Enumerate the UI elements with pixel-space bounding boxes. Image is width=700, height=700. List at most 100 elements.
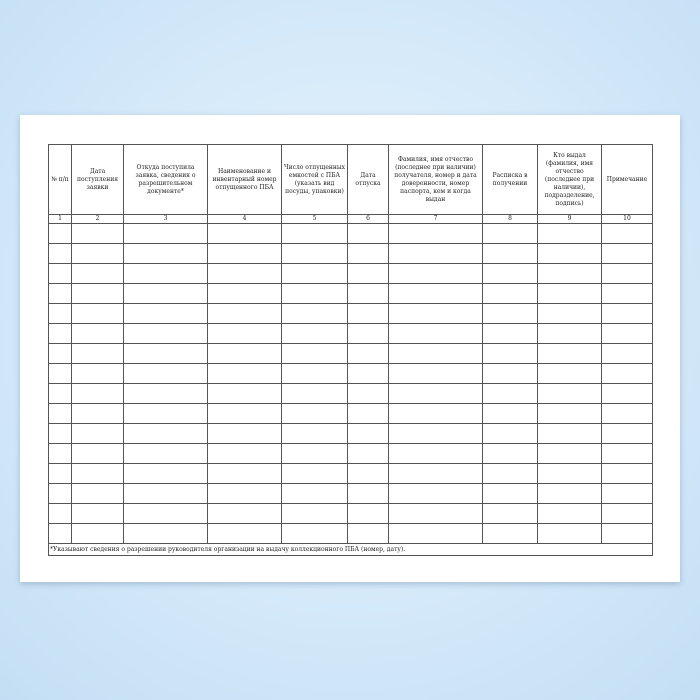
table-cell[interactable]: [537, 483, 602, 504]
table-cell[interactable]: [281, 483, 348, 504]
table-cell[interactable]: [537, 243, 602, 264]
table-cell[interactable]: [347, 503, 389, 524]
table-cell[interactable]: [48, 443, 72, 464]
table-cell[interactable]: [601, 343, 653, 364]
table-cell[interactable]: [207, 523, 282, 544]
table-cell[interactable]: [601, 483, 653, 504]
table-cell[interactable]: [71, 443, 124, 464]
table-cell[interactable]: [71, 483, 124, 504]
table-cell[interactable]: [71, 403, 124, 424]
table-cell[interactable]: [123, 283, 208, 304]
table-cell[interactable]: [537, 223, 602, 244]
table-cell[interactable]: [388, 323, 483, 344]
table-cell[interactable]: [123, 343, 208, 364]
table-cell[interactable]: [48, 303, 72, 324]
table-cell[interactable]: [347, 363, 389, 384]
table-cell[interactable]: [537, 303, 602, 324]
table-cell[interactable]: [601, 423, 653, 444]
table-cell[interactable]: [48, 463, 72, 484]
table-cell[interactable]: [482, 223, 538, 244]
table-cell[interactable]: [347, 263, 389, 284]
table-cell[interactable]: [388, 383, 483, 404]
table-cell[interactable]: [347, 403, 389, 424]
table-cell[interactable]: [281, 503, 348, 524]
table-cell[interactable]: [207, 483, 282, 504]
table-cell[interactable]: [388, 423, 483, 444]
table-cell[interactable]: [537, 263, 602, 284]
table-cell[interactable]: [537, 283, 602, 304]
table-cell[interactable]: [123, 463, 208, 484]
table-cell[interactable]: [601, 243, 653, 264]
table-cell[interactable]: [601, 283, 653, 304]
table-cell[interactable]: [123, 523, 208, 544]
table-cell[interactable]: [482, 383, 538, 404]
table-cell[interactable]: [388, 503, 483, 524]
table-cell[interactable]: [347, 383, 389, 404]
table-cell[interactable]: [71, 523, 124, 544]
table-cell[interactable]: [281, 423, 348, 444]
table-cell[interactable]: [48, 243, 72, 264]
table-cell[interactable]: [281, 343, 348, 364]
table-cell[interactable]: [207, 443, 282, 464]
table-cell[interactable]: [482, 523, 538, 544]
table-cell[interactable]: [482, 483, 538, 504]
table-cell[interactable]: [207, 503, 282, 524]
table-cell[interactable]: [71, 503, 124, 524]
table-cell[interactable]: [207, 343, 282, 364]
table-cell[interactable]: [347, 323, 389, 344]
table-cell[interactable]: [388, 303, 483, 324]
table-cell[interactable]: [281, 243, 348, 264]
table-cell[interactable]: [537, 443, 602, 464]
table-cell[interactable]: [281, 323, 348, 344]
table-cell[interactable]: [281, 363, 348, 384]
table-cell[interactable]: [601, 223, 653, 244]
table-cell[interactable]: [71, 463, 124, 484]
table-cell[interactable]: [601, 363, 653, 384]
table-cell[interactable]: [537, 343, 602, 364]
table-cell[interactable]: [482, 423, 538, 444]
table-cell[interactable]: [347, 343, 389, 364]
table-cell[interactable]: [388, 363, 483, 384]
table-cell[interactable]: [601, 323, 653, 344]
table-cell[interactable]: [388, 263, 483, 284]
table-cell[interactable]: [71, 423, 124, 444]
table-cell[interactable]: [388, 443, 483, 464]
table-cell[interactable]: [347, 483, 389, 504]
table-cell[interactable]: [48, 363, 72, 384]
table-cell[interactable]: [71, 243, 124, 264]
table-cell[interactable]: [388, 403, 483, 424]
table-cell[interactable]: [48, 383, 72, 404]
table-cell[interactable]: [207, 423, 282, 444]
table-cell[interactable]: [347, 283, 389, 304]
table-cell[interactable]: [48, 343, 72, 364]
table-cell[interactable]: [347, 303, 389, 324]
table-cell[interactable]: [71, 363, 124, 384]
table-cell[interactable]: [601, 383, 653, 404]
table-cell[interactable]: [601, 303, 653, 324]
table-cell[interactable]: [207, 323, 282, 344]
table-cell[interactable]: [482, 303, 538, 324]
table-cell[interactable]: [48, 323, 72, 344]
table-cell[interactable]: [123, 443, 208, 464]
table-cell[interactable]: [388, 283, 483, 304]
table-cell[interactable]: [123, 323, 208, 344]
table-cell[interactable]: [48, 503, 72, 524]
table-cell[interactable]: [482, 463, 538, 484]
table-cell[interactable]: [537, 503, 602, 524]
table-cell[interactable]: [207, 403, 282, 424]
table-cell[interactable]: [71, 343, 124, 364]
table-cell[interactable]: [388, 243, 483, 264]
table-cell[interactable]: [537, 403, 602, 424]
table-cell[interactable]: [48, 523, 72, 544]
table-cell[interactable]: [482, 443, 538, 464]
table-cell[interactable]: [601, 463, 653, 484]
table-cell[interactable]: [71, 303, 124, 324]
table-cell[interactable]: [207, 383, 282, 404]
table-cell[interactable]: [123, 303, 208, 324]
table-cell[interactable]: [601, 403, 653, 424]
table-cell[interactable]: [482, 343, 538, 364]
table-cell[interactable]: [207, 263, 282, 284]
table-cell[interactable]: [601, 503, 653, 524]
table-cell[interactable]: [537, 323, 602, 344]
table-cell[interactable]: [123, 483, 208, 504]
